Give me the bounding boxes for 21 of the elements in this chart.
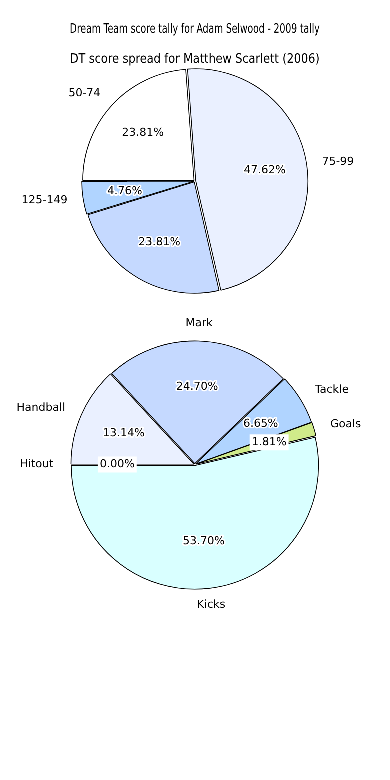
slice-label: Tackle [314,383,350,396]
data-label: 23.81% [122,126,164,140]
chart-title: DT score spread for Matthew Scarlett (2006) [70,51,320,66]
chart-title: Dream Team score tally for Adam Selwood - 2009 tally [70,22,320,37]
data-label: 1.81% [252,436,287,449]
data-label: 24.70% [176,380,218,394]
data-label: 4.76% [108,184,142,198]
category-label: Hitout [20,458,54,471]
data-label: 47.62% [244,164,286,177]
slice-label: 50-74 [68,86,101,100]
slice-label: 75-99 [322,154,354,168]
slice-label: 125-149 [22,193,68,206]
data-label: 53.70% [183,534,225,548]
slice-label: Goals [330,417,362,430]
text: 0.00% [100,458,135,471]
slice-label: Kicks [197,598,226,612]
data-label: 6.65% [243,416,278,430]
data-label: 13.14% [102,426,145,440]
data-label: 23.81% [138,235,181,248]
slice-label: Handball [16,400,66,414]
slice-label: Mark [186,316,214,330]
